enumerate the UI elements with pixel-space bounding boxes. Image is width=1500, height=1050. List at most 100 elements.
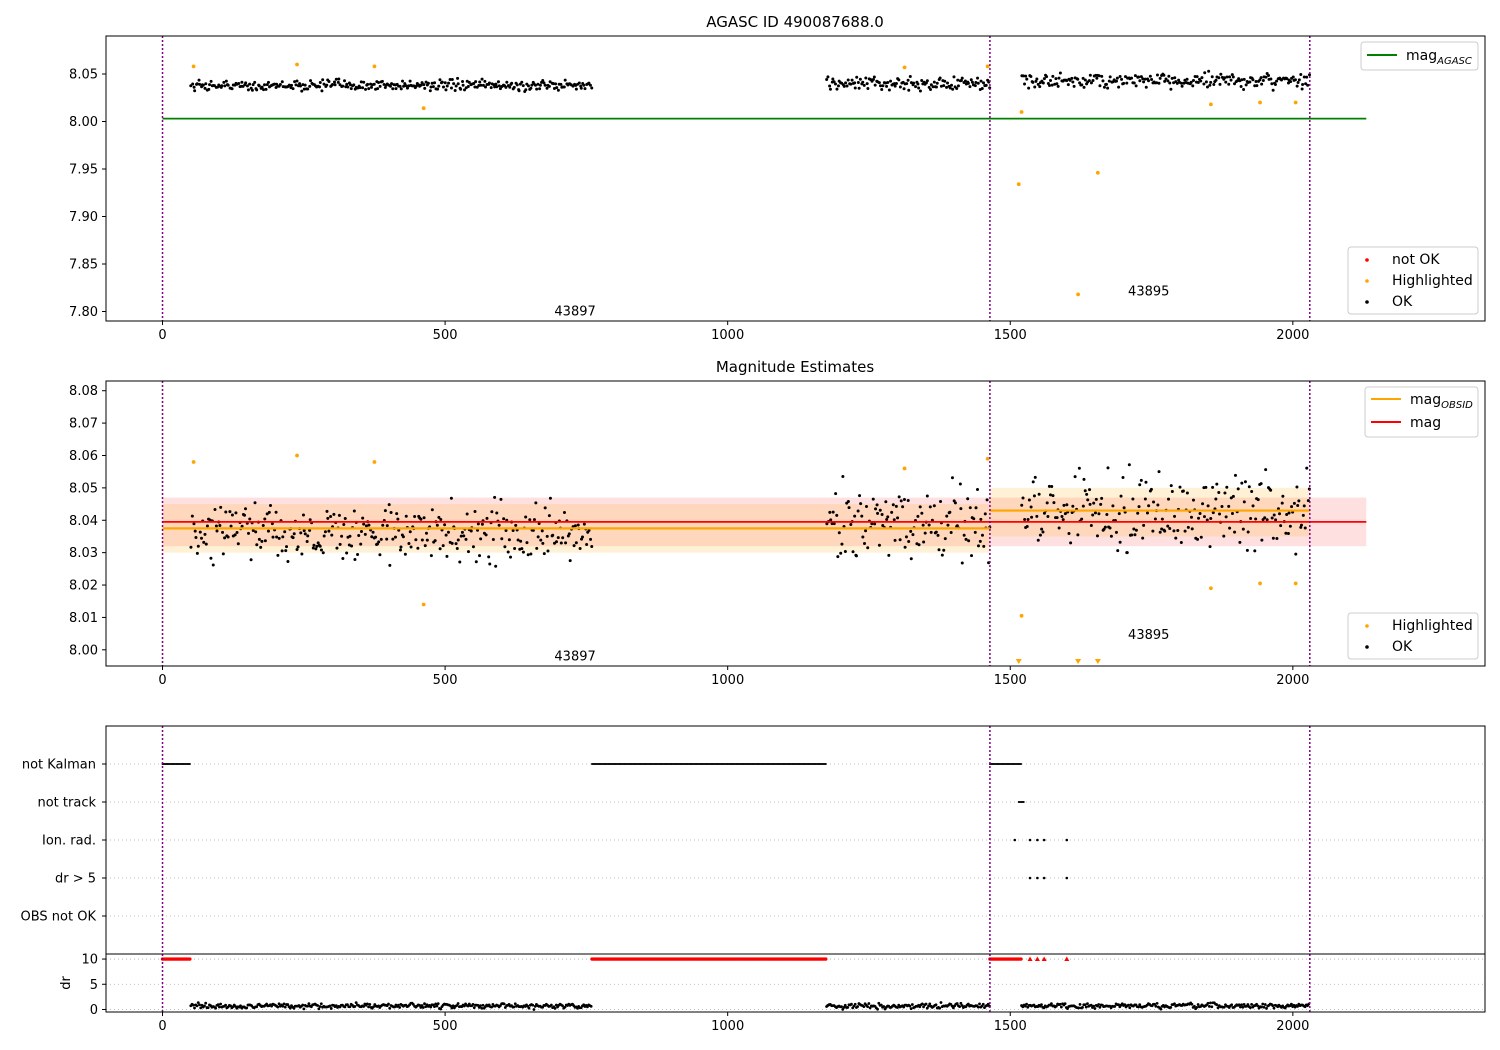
panel2-obsid-label: 43895	[1128, 628, 1169, 643]
panel1-ok-point	[461, 83, 465, 87]
panel2-ok-point	[370, 535, 374, 539]
panel1-ok-point	[927, 85, 931, 89]
panel4-ok-point	[288, 1006, 292, 1010]
panel4-ok-point	[549, 1003, 553, 1007]
panel1-ok-point	[1117, 85, 1121, 89]
panel4-ok-point	[365, 1002, 369, 1006]
panel2-ok-point	[1218, 512, 1222, 516]
panel1-ok-point	[226, 83, 230, 87]
panel2-ytick-label: 8.07	[69, 417, 98, 432]
panel1-ok-point	[966, 81, 970, 85]
panel4-ok-point	[1113, 1005, 1117, 1008]
panel2-ok-point	[385, 537, 389, 541]
panel1-ok-point	[1191, 84, 1195, 88]
panel4-ok-point	[1059, 1005, 1063, 1009]
panel3-flag-point	[1065, 838, 1069, 842]
panel2-ok-point	[1108, 526, 1112, 530]
panel2-ytick-label: 8.05	[69, 481, 98, 496]
panel1-ok-point	[320, 89, 324, 93]
panel4-xtick-label: 0	[158, 1019, 166, 1034]
panel2-ok-point	[1061, 518, 1065, 522]
panel4-ok-point	[1128, 1006, 1132, 1010]
panel2-ok-point	[322, 534, 326, 538]
panel2-ok-point	[348, 534, 352, 538]
panel2-ok-point	[462, 534, 466, 538]
panel2-ok-point	[1265, 518, 1269, 522]
panel2-ok-point	[861, 535, 865, 539]
panel1-ok-point	[587, 81, 591, 85]
panel2-ok-point	[424, 531, 428, 535]
panel1-ok-point	[473, 85, 477, 89]
panel4-ok-point	[533, 1004, 537, 1008]
panel1-ok-point	[1210, 75, 1214, 79]
panel4-ok-point	[490, 1005, 494, 1009]
panel4-ok-point	[421, 1006, 425, 1009]
panel4-ok-point	[1098, 1005, 1102, 1009]
panel2-ok-point	[959, 507, 963, 511]
panel4-ok-point	[471, 1002, 475, 1006]
panel2-ok-point	[581, 535, 585, 539]
panel2-ok-point	[300, 552, 304, 556]
panel4-ok-point	[1215, 1003, 1219, 1007]
panel1-ok-point	[291, 87, 295, 91]
panel2-ok-point	[871, 497, 875, 501]
panel2-ok-point	[1256, 498, 1260, 502]
panel1-ok-point	[1144, 85, 1148, 89]
panel1-ok-point	[489, 86, 493, 90]
panel1-ok-point	[378, 84, 382, 88]
panel1-ok-point	[886, 81, 890, 85]
panel2-ok-point	[356, 553, 360, 557]
panel1-ok-point	[327, 80, 331, 84]
panel2-ok-point	[229, 524, 233, 528]
panel4-ok-point	[934, 1003, 938, 1007]
panel2-ok-point	[236, 542, 240, 546]
panel1-highlighted-point	[985, 64, 990, 69]
panel2-ok-point	[1211, 485, 1215, 489]
panel1-obsid-label: 43897	[554, 305, 595, 320]
panel1-ok-point	[530, 83, 534, 87]
panel2-ok-point	[1176, 529, 1180, 533]
panel2-ok-point	[513, 547, 517, 551]
panel4-ok-point	[348, 1005, 352, 1009]
panel1-ok-point	[295, 79, 299, 83]
panel1-ok-point	[1029, 75, 1033, 79]
panel2-ok-point	[230, 513, 234, 517]
panel2-ok-point	[1233, 530, 1237, 534]
panel4-clipped-point	[1019, 957, 1023, 961]
panel4-ok-point	[1040, 1003, 1043, 1007]
panel4-ok-point	[561, 1004, 564, 1008]
panel2-ok-point	[1085, 492, 1089, 496]
panel3-category-label: dr > 5	[55, 872, 96, 887]
panel4-ok-point	[1196, 1003, 1200, 1006]
panel1-ok-point	[948, 86, 952, 90]
panel2-ok-point	[973, 530, 977, 534]
panel4-ok-point	[450, 1006, 454, 1010]
panel2-highlighted-point	[421, 602, 426, 607]
panel1-highlighted-point	[372, 64, 377, 69]
panel2-ok-point	[836, 555, 840, 559]
panel1-ok-point	[1051, 74, 1055, 78]
panel1-ok-point	[260, 85, 264, 89]
panel1-ok-point	[1231, 75, 1235, 79]
panel1-ok-point	[1123, 75, 1127, 79]
panel1-ok-point	[398, 84, 402, 88]
panel2-ok-point	[253, 501, 257, 505]
panel1-ok-point	[456, 82, 460, 86]
panel1-ok-point	[248, 82, 252, 86]
panel2-ok-point	[1048, 493, 1052, 497]
panel1-ok-point	[1045, 75, 1049, 79]
panel1-ok-point	[1230, 73, 1234, 77]
panel2-ok-point	[275, 535, 279, 539]
panel2-ok-point	[260, 539, 264, 543]
panel1-ok-point	[1122, 81, 1126, 85]
panel2-ok-point	[980, 533, 984, 537]
panel2-ok-point	[918, 505, 922, 509]
panel2-ok-point	[306, 534, 310, 538]
panel1-ok-point	[1065, 79, 1069, 83]
panel1-ok-point	[562, 85, 566, 89]
panel1-ok-point	[1240, 78, 1244, 82]
panel4-ok-point	[1209, 1001, 1212, 1005]
panel1-ok-point	[831, 77, 835, 81]
panel1-ok-point	[943, 79, 947, 83]
panel3-flag-point	[824, 763, 827, 765]
